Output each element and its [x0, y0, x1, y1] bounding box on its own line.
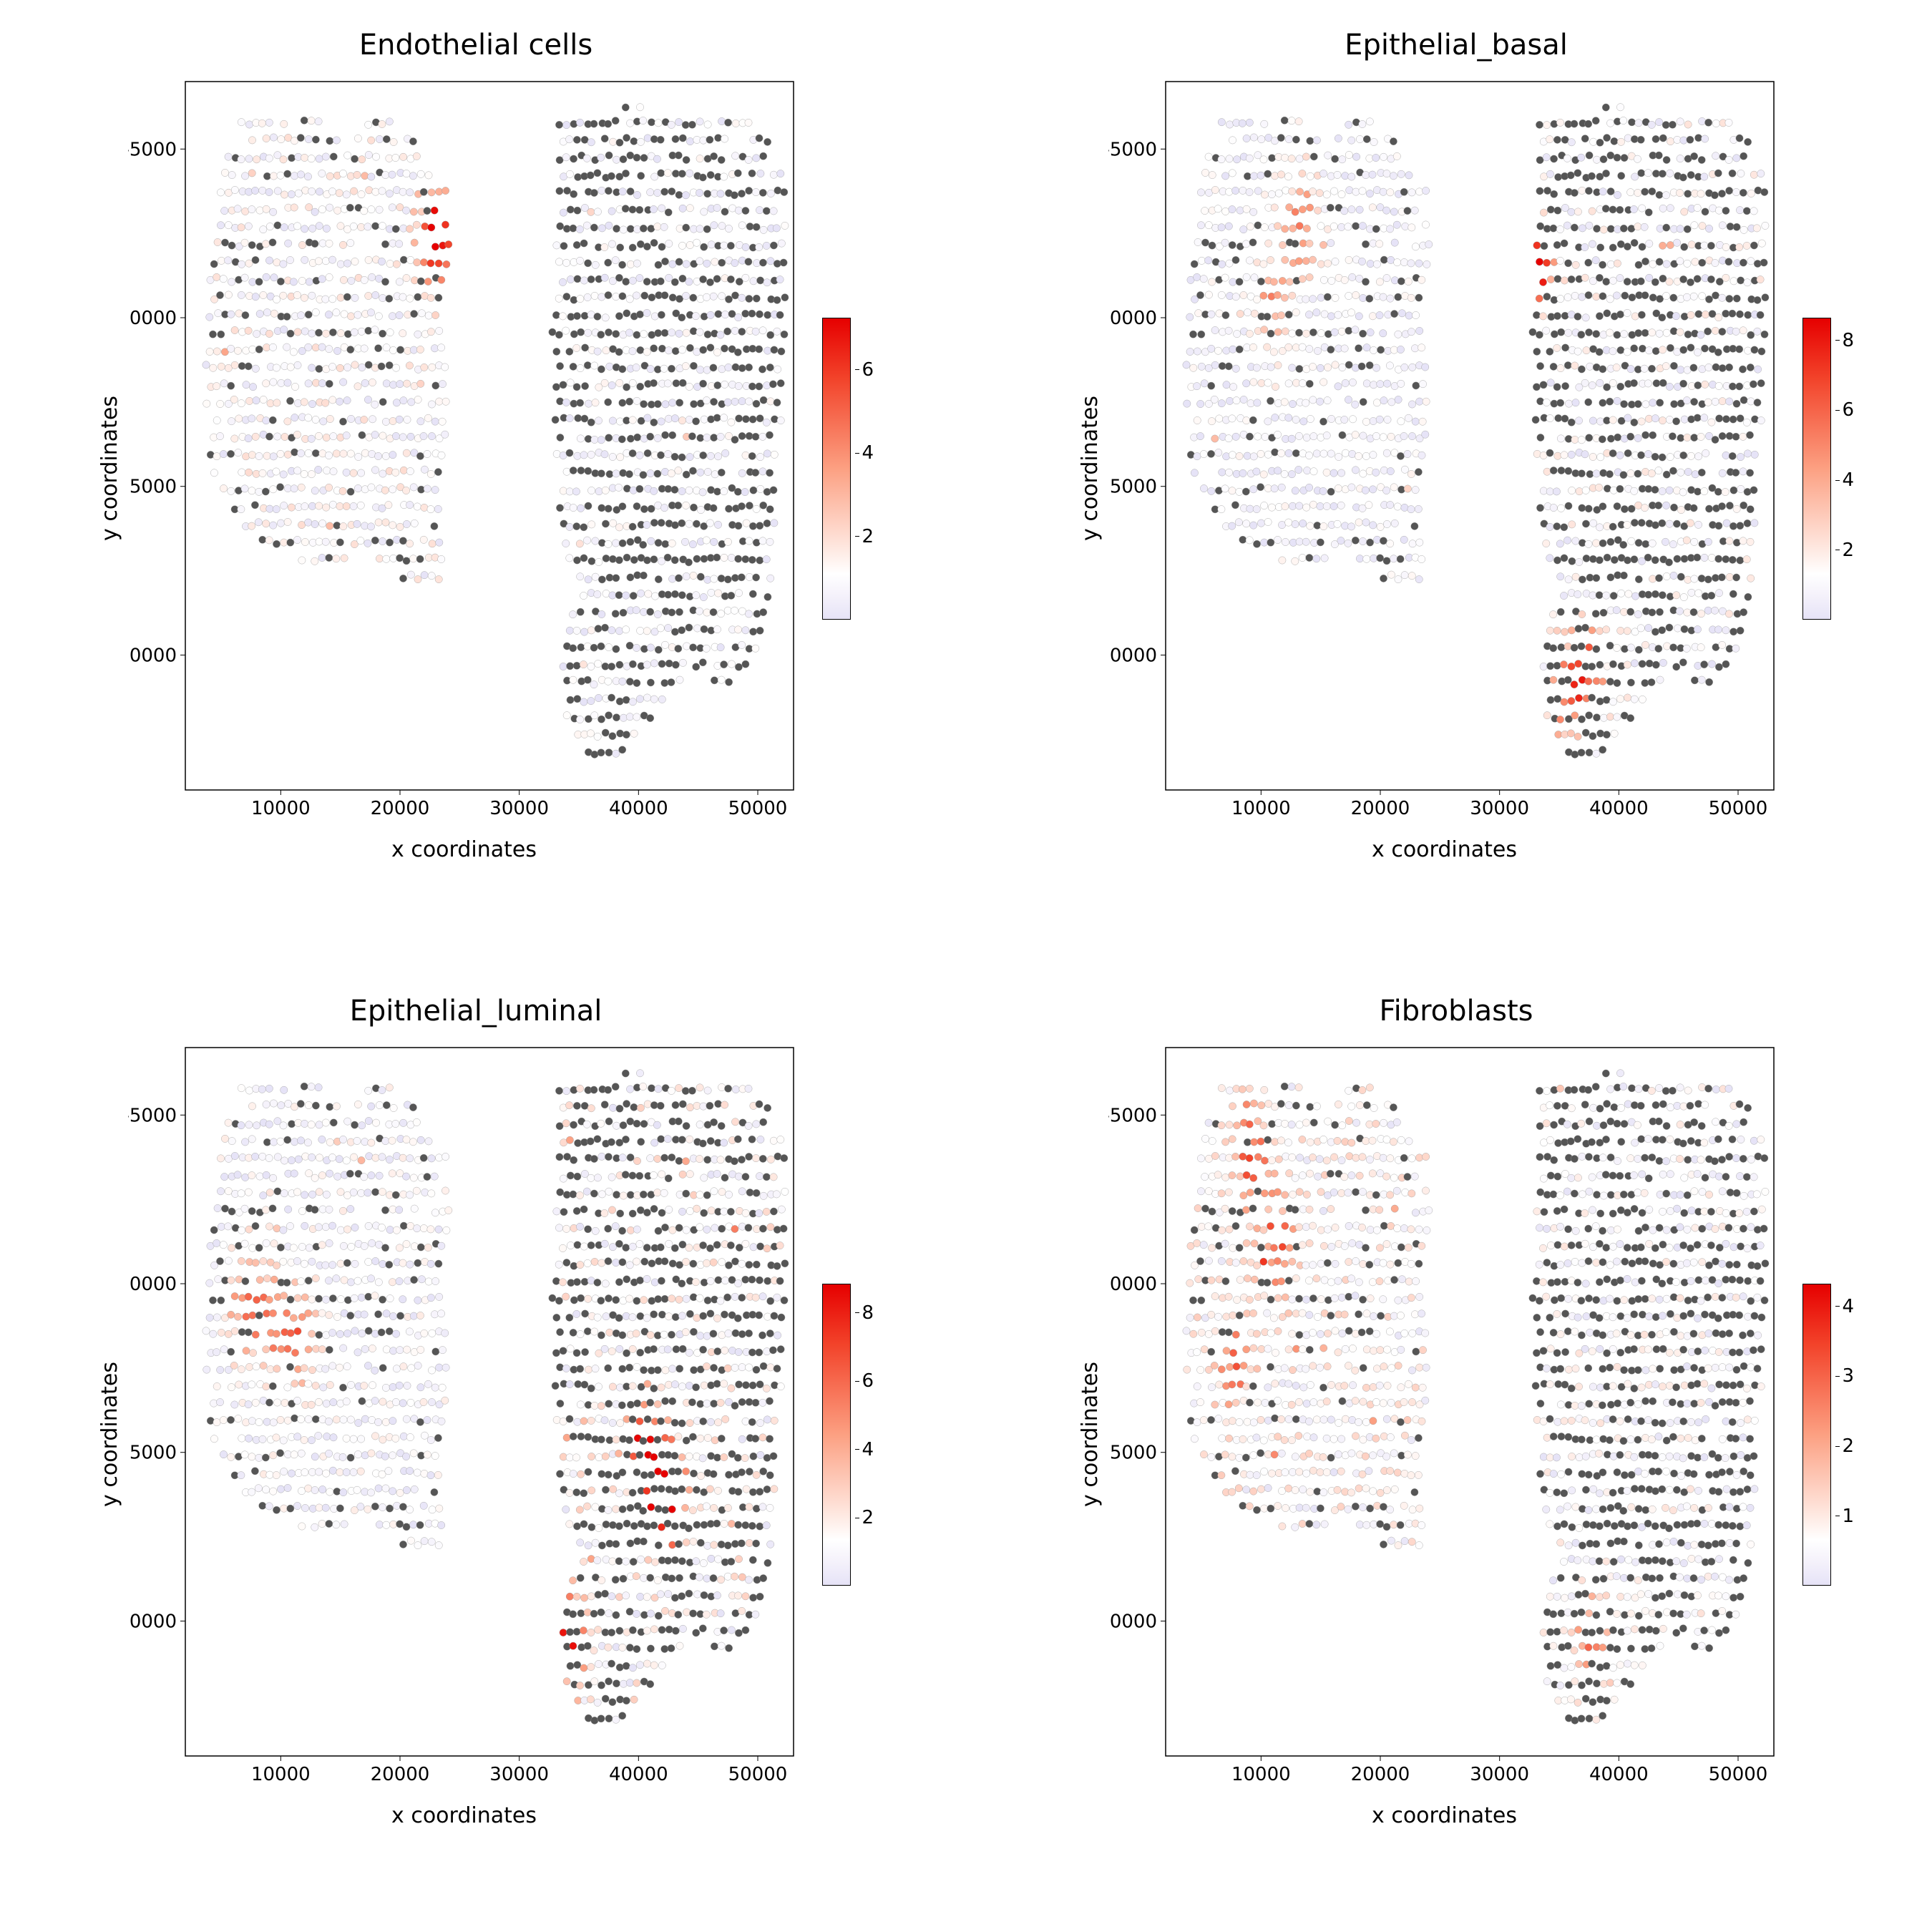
x-tick-label: 10000 [250, 1764, 310, 1785]
colorbar-tick: 4 [1835, 1296, 1855, 1317]
x-tick-label: 20000 [1350, 798, 1410, 819]
y-tick-label: -20000 [1108, 645, 1157, 666]
y-tick-label: -5000 [128, 139, 177, 160]
colorbar-tick: 1 [1835, 1506, 1855, 1527]
x-tick-label: 50000 [728, 1764, 787, 1785]
y-tick-label: -20000 [128, 1611, 177, 1632]
x-tick-label: 20000 [370, 798, 429, 819]
x-tick-label: 30000 [489, 1764, 549, 1785]
x-tick-label: 20000 [1350, 1764, 1410, 1785]
colorbar-tick: 6 [855, 1370, 874, 1392]
x-tick-label: 10000 [1231, 798, 1290, 819]
scatter-plot: 10000 20000 30000 40000 50000 -5000 -10000 -150… [1108, 74, 1781, 833]
x-axis-label: x coordinates [391, 837, 537, 862]
x-tick-label: 40000 [1589, 798, 1648, 819]
scatter-plot: 10000 20000 30000 40000 50000 -5000 -10000 -150… [128, 1040, 801, 1799]
panel-epithelial_basal: Epithelial_basaly coordinates 10000 20000 3… [1009, 29, 1903, 937]
y-tick-label: -15000 [128, 1443, 177, 1464]
y-tick-label: -10000 [128, 308, 177, 329]
x-tick-label: 30000 [1470, 798, 1529, 819]
colorbar-tick: 8 [1835, 330, 1855, 351]
colorbar-tick: 6 [1835, 399, 1855, 421]
colorbar: 2468 [1802, 318, 1835, 620]
panel-title: Epithelial_basal [1345, 29, 1568, 62]
panel-fibroblasts: Fibroblasts y coordinates 10000 20000 30000 4… [1009, 995, 1903, 1903]
y-tick-label: -15000 [128, 477, 177, 498]
x-tick-label: 50000 [1708, 798, 1767, 819]
x-tick-label: 40000 [1589, 1764, 1648, 1785]
x-tick-label: 50000 [1708, 1764, 1767, 1785]
panel-endothelial: Endothelial cells y coordinates 10000 20000… [29, 29, 923, 937]
x-tick-label: 30000 [489, 798, 549, 819]
y-axis-label: y coordinates [1078, 396, 1103, 541]
x-tick-label: 40000 [608, 798, 668, 819]
x-axis-label: x coordinates [391, 1803, 537, 1828]
y-axis-label: y coordinates [97, 396, 122, 541]
scatter-plot: 10000 20000 30000 40000 50000 -5000 -10000 -150… [1108, 1040, 1781, 1799]
colorbar: 246 [822, 318, 855, 620]
x-axis-label: x coordinates [1372, 837, 1517, 862]
colorbar-tick: 8 [855, 1302, 874, 1324]
colorbar-tick: 2 [1835, 1435, 1855, 1457]
y-tick-label: -10000 [128, 1274, 177, 1295]
y-tick-label: -5000 [1108, 139, 1157, 160]
x-tick-label: 50000 [728, 798, 787, 819]
y-tick-label: -15000 [1108, 1443, 1157, 1464]
panel-title: Endothelial cells [359, 29, 592, 62]
x-tick-label: 30000 [1470, 1764, 1529, 1785]
y-tick-label: -20000 [128, 645, 177, 666]
colorbar: 2468 [822, 1284, 855, 1586]
colorbar-tick: 2 [1835, 540, 1855, 561]
colorbar: 1234 [1802, 1284, 1835, 1586]
y-axis-label: y coordinates [97, 1362, 122, 1507]
y-tick-label: -10000 [1108, 1274, 1157, 1295]
y-tick-label: -10000 [1108, 308, 1157, 329]
x-tick-label: 10000 [250, 798, 310, 819]
x-tick-label: 20000 [370, 1764, 429, 1785]
panel-title: Epithelial_luminal [350, 995, 602, 1028]
x-tick-label: 40000 [608, 1764, 668, 1785]
y-axis-label: y coordinates [1078, 1362, 1103, 1507]
colorbar-tick: 2 [855, 526, 874, 547]
panel-title: Fibroblasts [1379, 995, 1533, 1028]
colorbar-tick: 4 [855, 1439, 874, 1460]
panel-epithelial_luminal: Epithelial_luminaly coordinates 10000 2000… [29, 995, 923, 1903]
y-tick-label: -20000 [1108, 1611, 1157, 1632]
colorbar-tick: 4 [855, 442, 874, 464]
x-tick-label: 10000 [1231, 1764, 1290, 1785]
colorbar-tick: 2 [855, 1507, 874, 1528]
y-tick-label: -15000 [1108, 477, 1157, 498]
y-tick-label: -5000 [1108, 1105, 1157, 1126]
colorbar-tick: 4 [1835, 469, 1855, 491]
x-axis-label: x coordinates [1372, 1803, 1517, 1828]
colorbar-tick: 3 [1835, 1365, 1855, 1387]
scatter-plot: 10000 20000 30000 40000 50000 -5000 -10000 -150… [128, 74, 801, 833]
y-tick-label: -5000 [128, 1105, 177, 1126]
colorbar-tick: 6 [855, 359, 874, 381]
